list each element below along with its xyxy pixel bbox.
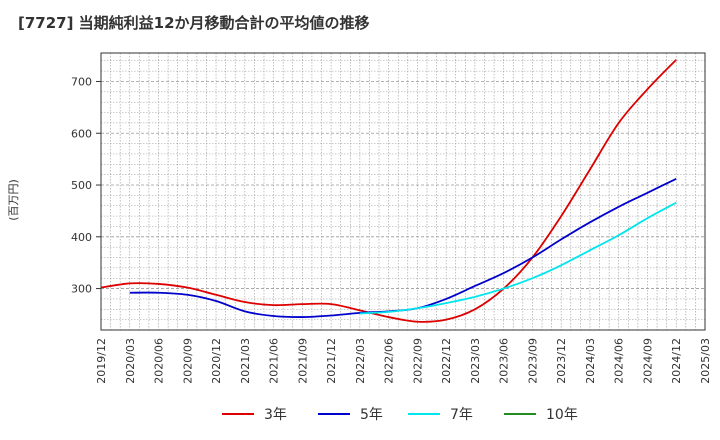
- legend-label: 7年: [450, 407, 473, 423]
- x-tick-label: 2021/03: [239, 338, 252, 384]
- chart-title: [7727] 当期純利益12か月移動合計の平均値の推移: [18, 14, 370, 32]
- series-line-3: [359, 201, 677, 315]
- legend-label: 10年: [546, 407, 578, 423]
- x-tick-label: 2023/03: [469, 338, 482, 384]
- y-tick-label: 600: [71, 127, 92, 140]
- plot-frame: [100, 52, 706, 331]
- x-tick-label: 2019/12: [95, 338, 108, 384]
- x-tick-label: 2024/06: [613, 338, 626, 384]
- x-tick-label: 2023/12: [555, 338, 568, 384]
- series-line-1: [100, 59, 677, 323]
- x-tick-label: 2024/12: [670, 338, 683, 384]
- x-tick-label: 2020/03: [124, 338, 137, 384]
- grid-layer: [101, 53, 705, 330]
- x-tick-label: 2022/03: [354, 338, 367, 384]
- x-tick-label: 2022/06: [383, 338, 396, 384]
- x-tick-label: 2021/06: [268, 338, 281, 384]
- y-tick-label: 400: [71, 231, 92, 244]
- y-tick-label: 700: [71, 75, 92, 88]
- tick-layer: 2019/12 2020/03 2020/06 2020/09 2020/12 2021/…: [71, 75, 712, 383]
- x-tick-label: 2023/06: [498, 338, 511, 384]
- x-tick-label: 2025/03: [699, 338, 712, 384]
- x-tick-label: 2020/12: [210, 338, 223, 384]
- x-tick-label: 2021/09: [296, 338, 309, 384]
- x-tick-label: 2022/09: [411, 338, 424, 384]
- y-tick-label: 500: [71, 179, 92, 192]
- legend-label: 5年: [360, 407, 383, 423]
- x-tick-label: 2022/12: [440, 338, 453, 384]
- x-tick-label: 2020/09: [181, 338, 194, 384]
- x-tick-label: 2023/09: [526, 338, 539, 384]
- x-tick-label: 2021/12: [325, 338, 338, 384]
- x-tick-label: 2024/09: [641, 338, 654, 384]
- x-tick-label: 2024/03: [584, 338, 597, 384]
- y-tick-label: 300: [71, 283, 92, 296]
- x-tick-label: 2020/06: [153, 338, 166, 384]
- y-axis-label: (百万円): [7, 179, 20, 221]
- legend-label: 3年: [264, 407, 287, 423]
- legend: 3年 5年 7年 10年: [222, 407, 578, 423]
- series-layer: [100, 59, 677, 323]
